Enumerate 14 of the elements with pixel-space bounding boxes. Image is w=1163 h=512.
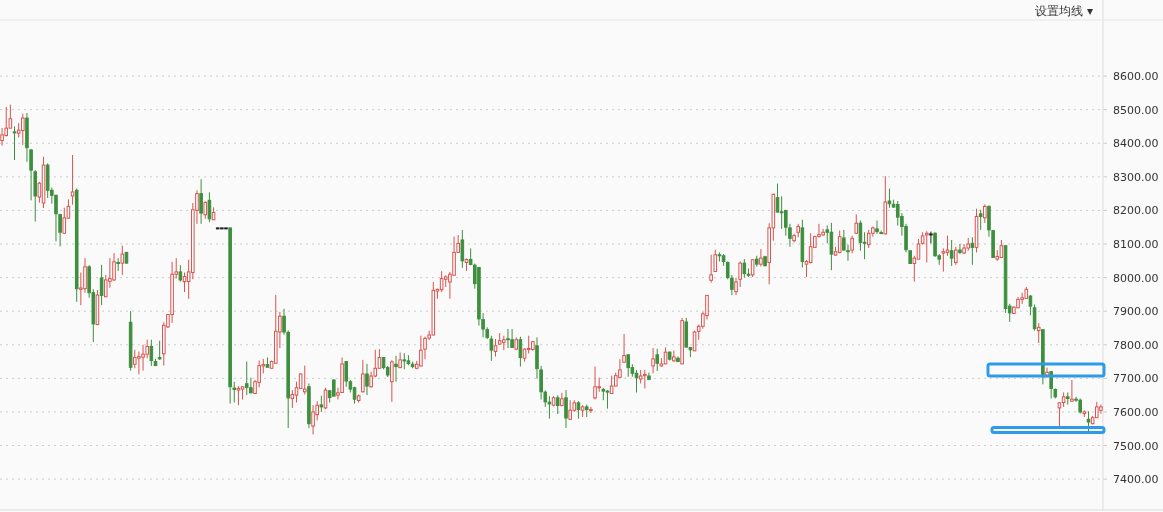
text: 设置均线 ▾: [1035, 4, 1093, 18]
y-tick-label: 7700.00: [1113, 372, 1159, 386]
y-tick-label: 8600.00: [1113, 70, 1159, 84]
y-tick-label: 7400.00: [1113, 473, 1159, 487]
y-tick-label: 7500.00: [1113, 439, 1159, 453]
y-tick-label: 8100.00: [1113, 238, 1159, 252]
y-tick-label: 8200.00: [1113, 204, 1159, 218]
y-tick-label: 7800.00: [1113, 338, 1159, 352]
y-tick-label: 7900.00: [1113, 305, 1159, 319]
y-tick-label: 8500.00: [1113, 103, 1159, 117]
y-tick-label: 8000.00: [1113, 271, 1159, 285]
y-tick-label: 7600.00: [1113, 405, 1159, 419]
y-tick-label: 8400.00: [1113, 137, 1159, 151]
y-tick-label: 8300.00: [1113, 170, 1159, 184]
